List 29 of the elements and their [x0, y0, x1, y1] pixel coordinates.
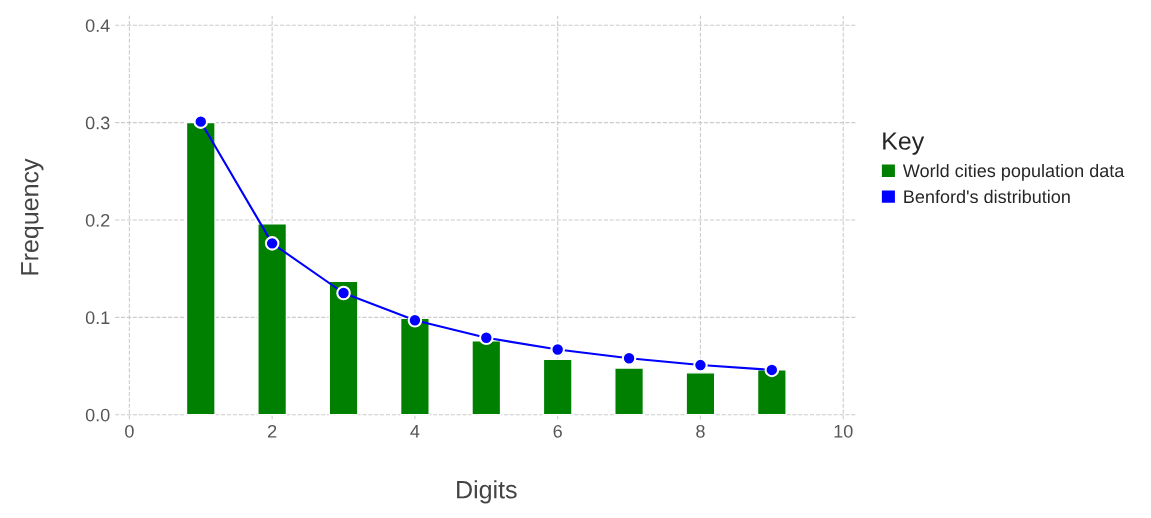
y-tick-label: 0.0: [85, 408, 110, 422]
bar: [257, 223, 288, 416]
x-axis-title: Digits: [457, 480, 517, 504]
y-tick-label: 0.3: [85, 116, 110, 130]
point: [193, 114, 209, 129]
bar: [542, 358, 573, 416]
x-tick-label: 4: [410, 425, 420, 438]
point: [693, 357, 708, 373]
point: [407, 312, 423, 328]
x-tick-label: 0: [125, 424, 134, 438]
point: [764, 362, 780, 378]
point: [550, 342, 565, 357]
x-tick-label: 2: [268, 424, 277, 438]
y-tick-label: 0.2: [85, 213, 110, 227]
y-tick-label: 0.4: [85, 19, 110, 32]
legend-label: Benford's distribution: [904, 189, 1070, 204]
point: [479, 330, 494, 346]
y-tick-label: 0.1: [85, 311, 110, 325]
point: [264, 236, 280, 251]
x-tick-label: 6: [553, 424, 562, 438]
bar: [399, 317, 430, 416]
legend-title: Key: [883, 132, 925, 155]
y-axis-title: Frequency: [21, 158, 44, 275]
legend-label: World cities population data: [902, 163, 1125, 181]
x-tick-label: 8: [696, 424, 705, 438]
bar: [614, 367, 645, 416]
x-tick-label: 10: [834, 424, 853, 438]
bar: [328, 280, 359, 416]
point: [336, 285, 351, 301]
